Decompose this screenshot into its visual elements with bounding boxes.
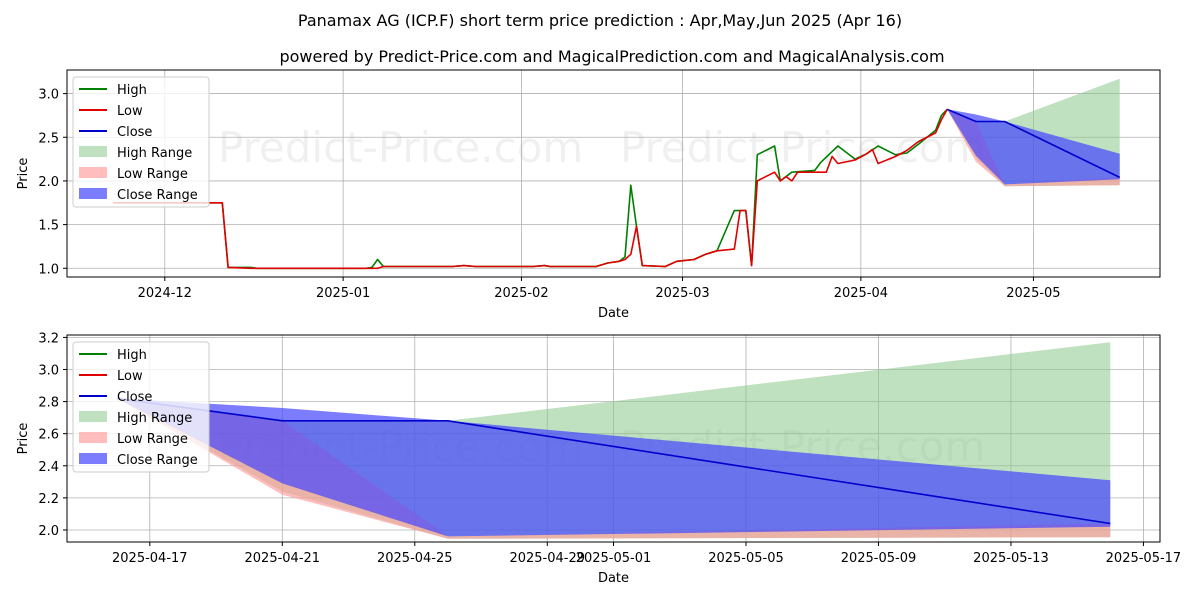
x-tick-label: 2025-04 <box>834 286 888 301</box>
x-tick-label: 2024-12 <box>138 286 192 301</box>
x-tick-label: 2025-05-09 <box>841 551 917 566</box>
legend-swatch-low-range <box>79 167 107 178</box>
x-tick-label: 2025-05-01 <box>576 551 652 566</box>
watermark-text: Predict-Price.com <box>620 123 985 172</box>
x-tick-label: 2025-05-05 <box>708 551 784 566</box>
y-axis-label: Price <box>16 423 31 455</box>
x-axis-label: Date <box>598 306 629 321</box>
legend: High Low Close High Range Low Range Close Ran… <box>72 76 210 208</box>
chart-title: Panamax AG (ICP.F) short term price pred… <box>298 11 902 30</box>
y-tick-label: 2.8 <box>38 396 59 411</box>
x-tick-label: 2025-01 <box>316 286 370 301</box>
legend-label-close: Close <box>117 125 152 140</box>
legend-label-high-range: High Range <box>117 411 192 426</box>
x-tick-label: 2025-04-29 <box>509 551 585 566</box>
watermark-text: Predict-Price.com <box>218 123 583 172</box>
y-tick-label: 2.0 <box>38 175 59 190</box>
watermark-text: Predict-Price.com <box>620 272 985 321</box>
legend-label-low-range: Low Range <box>117 432 188 447</box>
watermark-text: Predict-Price.com <box>218 272 583 321</box>
legend-label-low: Low <box>117 369 143 384</box>
legend-swatch-high-range <box>79 146 107 157</box>
plot-area <box>113 78 1121 270</box>
y-tick-label: 2.4 <box>38 460 59 475</box>
y-tick-label: 2.2 <box>38 492 59 507</box>
legend-label-high: High <box>117 348 147 363</box>
x-tick-label: 2025-04-17 <box>112 551 188 566</box>
x-tick-label: 2025-03 <box>655 286 709 301</box>
legend-label-close-range: Close Range <box>117 188 198 203</box>
zoom-chart: Predict-Price.comPredict-Price.com2025-0… <box>16 331 1181 586</box>
x-tick-label: 2025-04-21 <box>245 551 321 566</box>
axes-frame <box>66 334 1161 543</box>
legend-label-close: Close <box>117 390 152 405</box>
legend-swatch-close-range <box>79 188 107 199</box>
legend-label-low-range: Low Range <box>117 167 188 182</box>
close-range-area <box>947 109 1120 185</box>
y-tick-label: 2.6 <box>38 428 59 443</box>
y-tick-label: 1.5 <box>38 219 59 234</box>
legend-swatch-high-range <box>79 411 107 422</box>
axes-frame <box>66 69 1161 278</box>
legend-swatch-low-range <box>79 432 107 443</box>
x-tick-label: 2025-05-13 <box>973 551 1049 566</box>
close-range-area <box>116 398 1111 537</box>
watermark-group: Predict-Price.com Predict-Price.com Predic… <box>218 123 985 321</box>
x-axis-label: Date <box>598 571 629 586</box>
y-axis-label: Price <box>16 158 31 190</box>
legend: High Low Close High Range Low Range Close Ran… <box>72 341 210 473</box>
close-line <box>946 108 1121 179</box>
legend-label-high-range: High Range <box>117 146 192 161</box>
chart-subtitle: powered by Predict-Price.com and Magical… <box>279 47 944 66</box>
low-line <box>113 108 948 270</box>
x-tick-label: 2025-05-17 <box>1106 551 1182 566</box>
overview-chart: Predict-Price.com Predict-Price.com Predic… <box>16 69 1161 321</box>
x-tick-label: 2025-02 <box>494 286 548 301</box>
y-tick-label: 2.5 <box>38 131 59 146</box>
x-tick-label: 2025-05 <box>1006 286 1060 301</box>
legend-swatch-close-range <box>79 453 107 464</box>
y-tick-label: 1.0 <box>38 262 59 277</box>
y-tick-label: 3.2 <box>38 331 59 346</box>
y-tick-label: 2.0 <box>38 524 59 539</box>
legend-label-high: High <box>117 83 147 98</box>
legend-label-low: Low <box>117 104 143 119</box>
x-tick-label: 2025-04-25 <box>377 551 453 566</box>
legend-label-close-range: Close Range <box>117 453 198 468</box>
y-tick-label: 3.0 <box>38 88 59 103</box>
y-tick-label: 3.0 <box>38 364 59 379</box>
plot-area <box>116 342 1111 539</box>
